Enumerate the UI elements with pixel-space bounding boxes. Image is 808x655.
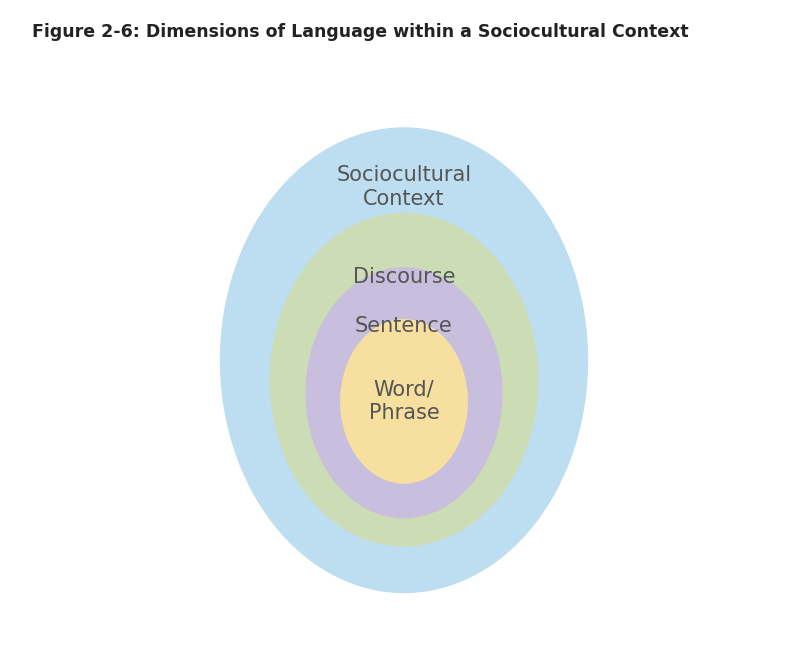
Text: Word/
Phrase: Word/ Phrase: [368, 380, 440, 423]
Text: Sociocultural
Context: Sociocultural Context: [336, 165, 472, 208]
Text: Discourse: Discourse: [353, 267, 455, 287]
Text: Figure 2-6: Dimensions of Language within a Sociocultural Context: Figure 2-6: Dimensions of Language withi…: [32, 23, 689, 41]
Text: Sentence: Sentence: [356, 316, 452, 335]
Ellipse shape: [220, 127, 588, 593]
Ellipse shape: [270, 213, 538, 546]
Ellipse shape: [305, 267, 503, 518]
Ellipse shape: [340, 319, 468, 484]
